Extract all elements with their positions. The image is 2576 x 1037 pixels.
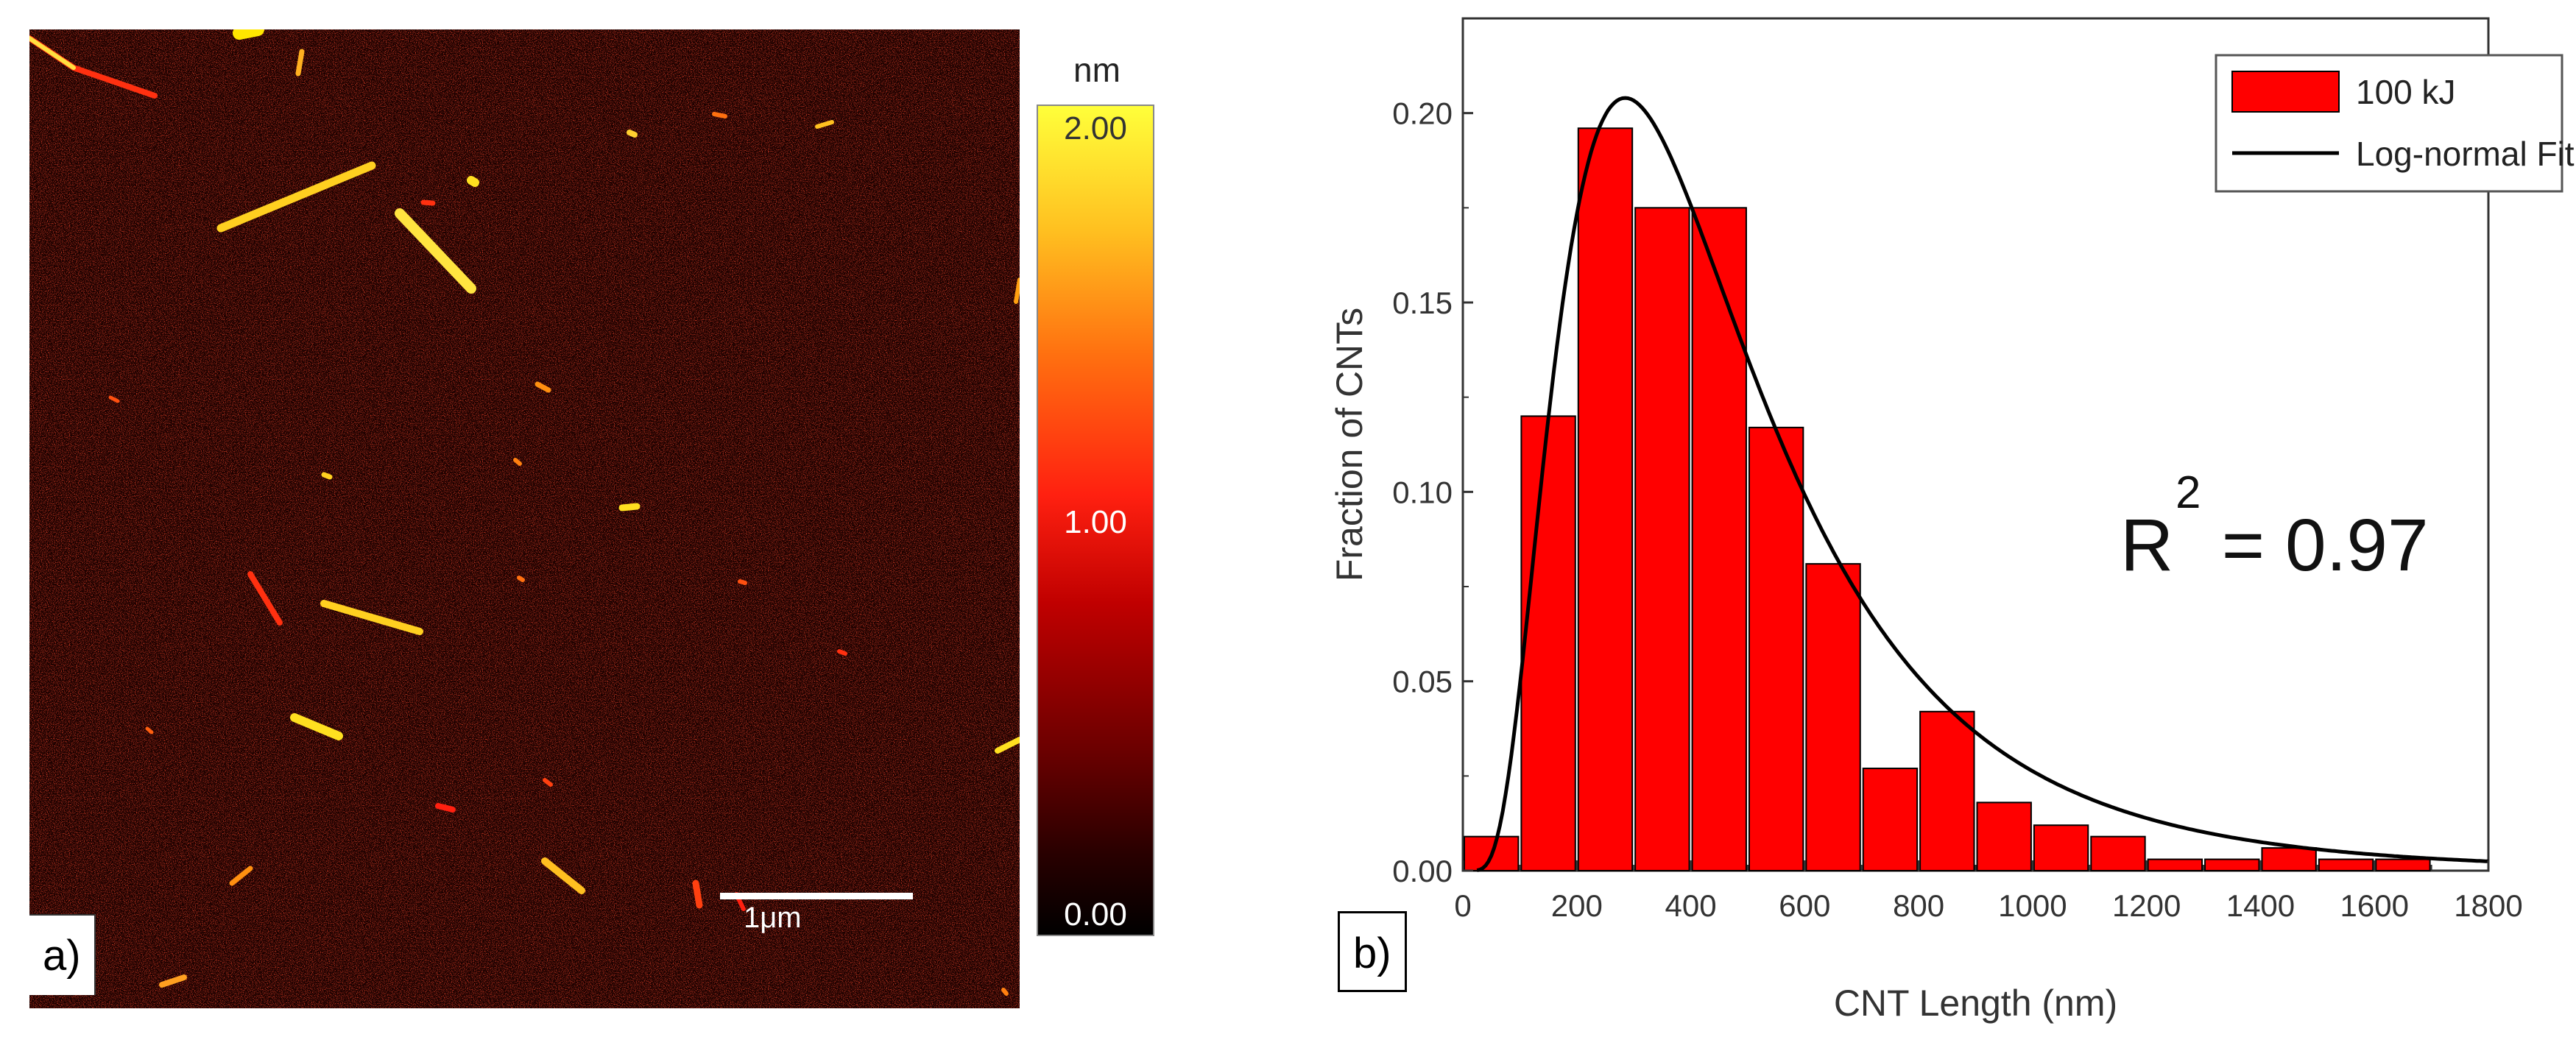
x-tick-label: 1800 [2454, 888, 2522, 923]
histogram-bar [2090, 835, 2146, 872]
afm-image-graphic [29, 29, 1020, 1008]
histogram-bar [1805, 563, 1861, 871]
panel-b-label: b) [1338, 911, 1407, 992]
x-tick-label: 600 [1779, 888, 1830, 923]
colorbar-max-label: 2.00 [1064, 110, 1127, 146]
legend-label-bar: 100 kJ [2356, 73, 2456, 111]
r-squared-value: = 0.97 [2201, 504, 2429, 587]
x-tick-label: 1000 [1998, 888, 2067, 923]
y-axis-title: Fraction of CNTs [1329, 308, 1370, 581]
histogram-bar [1634, 207, 1690, 872]
scale-bar-label: 1μm [744, 902, 802, 934]
nanotubes [29, 29, 1020, 996]
legend-swatch-bar [2231, 71, 2340, 113]
histogram-bar [1691, 207, 1747, 872]
r-squared-base: R [2120, 504, 2173, 587]
histogram-bar [1862, 768, 1919, 872]
histogram-bar [2147, 858, 2203, 872]
height-colorbar [1037, 105, 1154, 936]
histogram-bar [1976, 801, 2032, 871]
y-tick-label: 0.00 [1392, 854, 1453, 888]
panel-a-label: a) [29, 914, 96, 995]
chart-legend: 100 kJ Log-normal Fit [2215, 54, 2575, 193]
legend-label-fit: Log-normal Fit [2356, 135, 2575, 173]
histogram-bars [1464, 127, 2431, 872]
histogram-bar [2375, 858, 2431, 872]
r-squared-annotation: R 2 = 0.97 [2120, 467, 2429, 587]
scale-bar [720, 893, 913, 899]
x-axis-title: CNT Length (nm) [1834, 983, 2117, 1024]
histogram-bar [1520, 415, 1576, 871]
x-tick-label: 1600 [2340, 888, 2409, 923]
histogram-bar [2318, 858, 2374, 872]
afm-height-image [29, 29, 1020, 1008]
histogram-bar [1577, 127, 1634, 871]
y-tick-label: 0.15 [1392, 286, 1453, 320]
x-tick-label: 1200 [2112, 888, 2181, 923]
lognormal-fit-curve [1476, 96, 2489, 872]
histogram-bar [2033, 824, 2089, 871]
x-tick-label: 200 [1551, 888, 1603, 923]
x-tick-label: 400 [1665, 888, 1717, 923]
afm-panel: nm 2.00 1.00 0.00 1μm a) [0, 0, 1154, 1037]
colorbar-min-label: 0.00 [1064, 896, 1127, 932]
y-tick-label: 0.20 [1392, 96, 1453, 131]
histogram-bar [2204, 858, 2260, 872]
histogram-bar [1748, 426, 1804, 871]
histogram-bar [1919, 710, 1975, 872]
r-squared-superscript: 2 [2176, 467, 2201, 518]
x-tick-label: 800 [1893, 888, 1944, 923]
x-tick-label: 0 [1454, 888, 1471, 923]
axes: 0 200 400 600 800 1000 1200 1400 1600 1800 0.00 0.0… [1392, 18, 2523, 923]
colorbar-mid-label: 1.00 [1064, 504, 1127, 540]
y-tick-label: 0.05 [1392, 665, 1453, 699]
colorbar-unit: nm [1073, 51, 1121, 89]
y-tick-label: 0.10 [1392, 475, 1453, 509]
histogram-bar [2261, 847, 2317, 871]
x-tick-label: 1400 [2226, 888, 2295, 923]
length-histogram-chart: 0 200 400 600 800 1000 1200 1400 1600 1800 0.00 0.0… [1329, 17, 2575, 1024]
